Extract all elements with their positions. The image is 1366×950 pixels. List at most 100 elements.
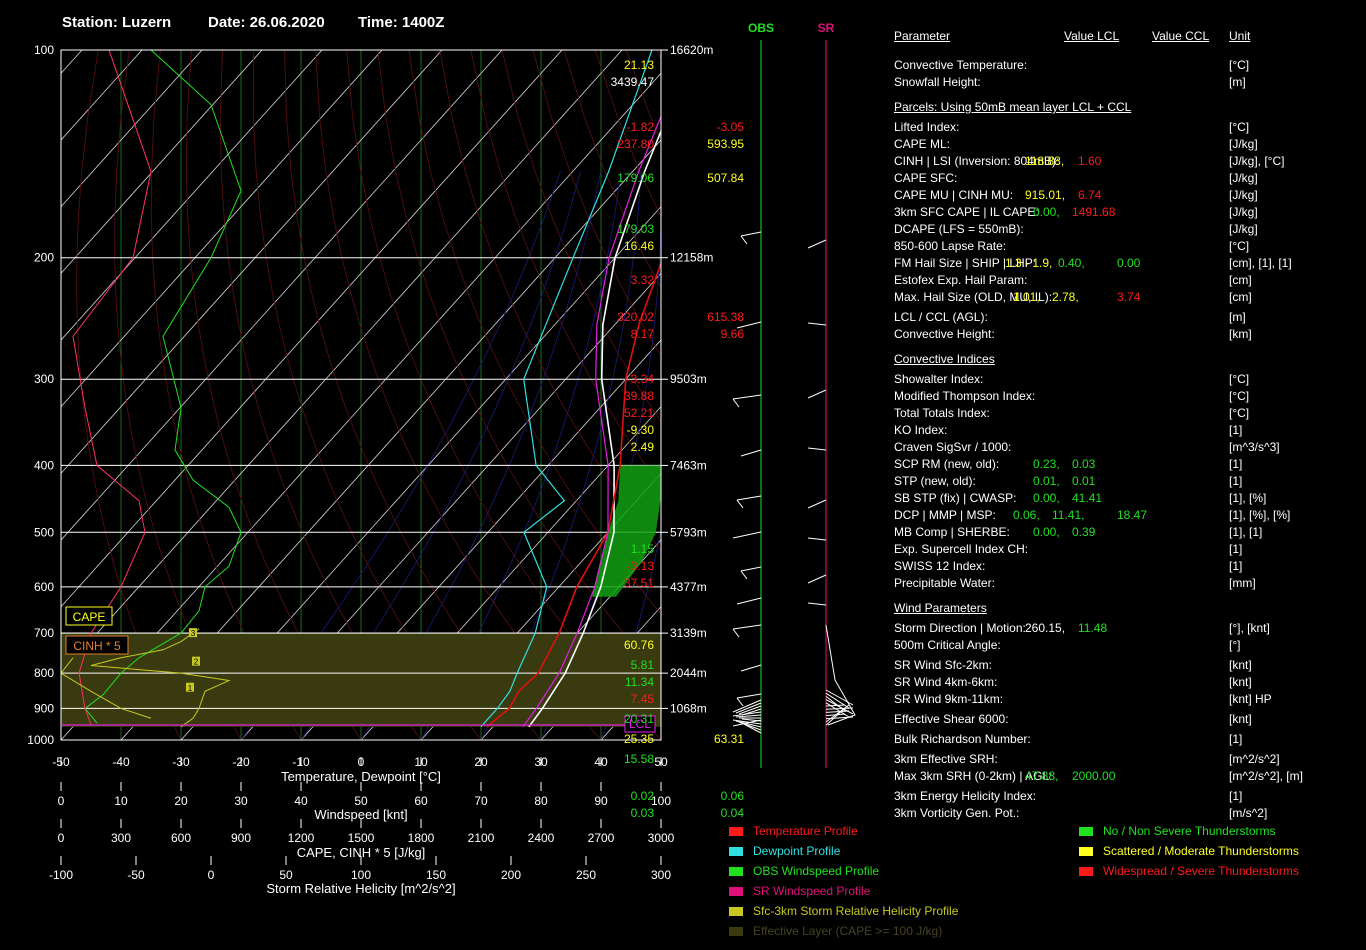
isotherm-line: [61, 50, 503, 541]
row-value-lcl: 39.88: [623, 389, 654, 403]
row-value-lcl: 21.13: [623, 58, 654, 72]
row-label: Showalter Index:: [894, 372, 984, 386]
x-axis-tick-label: 30: [234, 794, 248, 808]
row-value-lcl: 3.32: [630, 273, 654, 287]
pressure-tick-label: 900: [34, 701, 54, 715]
obs-wind-barb: [736, 597, 762, 605]
severity-legend-item: No / Non Severe Thunderstorms: [1079, 824, 1276, 838]
legend-swatch: [1079, 867, 1093, 877]
pressure-tick-label: 400: [34, 458, 54, 472]
sr-wind-barb: [807, 602, 827, 606]
sr-wind-barb: [807, 389, 827, 399]
row-unit: [knt]: [1229, 712, 1252, 726]
pressure-tick-label: 600: [34, 580, 54, 594]
row-label: CAPE MU | CINH MU:: [894, 188, 1014, 202]
cape-box: [65, 606, 113, 626]
row-label: Max. Hail Size (OLD, MU, IL):: [894, 290, 1053, 304]
row-label: Convective Temperature:: [894, 58, 1028, 72]
row-unit: [J/kg]: [1229, 171, 1258, 185]
obs-lowlevel-barb: [741, 722, 762, 734]
row-unit: [1], [1]: [1229, 525, 1263, 539]
isotherm-line: [61, 50, 203, 208]
row-unit: [1]: [1229, 789, 1243, 803]
row-label: 3km Energy Helicity Index:: [894, 789, 1037, 803]
row-unit: [m^2/s^2], [m]: [1229, 769, 1303, 783]
row-value-lcl: 52.21: [623, 406, 654, 420]
obs-wind-barb-flag: [740, 235, 748, 245]
srh-km-marker-label: 2: [194, 658, 199, 667]
row-label: KO Index:: [894, 423, 948, 437]
row-label: MB Comp | SHERBE:: [894, 525, 1010, 539]
pressure-tick-label: 800: [34, 666, 54, 680]
isotherm-line: [61, 50, 443, 474]
row-unit: [J/kg]: [1229, 137, 1258, 151]
row-label: STP (new, old):: [894, 474, 976, 488]
row-value-lcl: 0.00,: [1033, 525, 1060, 539]
row-label: LCL / CCL (AGL):: [894, 310, 988, 324]
row-label: Estofex Exp. Hail Param:: [894, 273, 1028, 287]
row-value-lcl: 0.00,: [1033, 205, 1060, 219]
row-value-lcl: 118.88,: [1025, 154, 1065, 168]
row-label: SR Wind 9km-11km:: [894, 692, 1004, 706]
x-axis-tick-label: 900: [231, 831, 251, 845]
sr-wind-barb: [807, 574, 827, 584]
x-axis-tick-label: 60: [414, 794, 428, 808]
height-tick-label: 4377m: [670, 580, 707, 594]
dewpoint-profile: [480, 50, 653, 728]
row-unit: [km]: [1229, 327, 1252, 341]
x-axis-tick-label: 1500: [348, 831, 375, 845]
x-axis-tick-label: 70: [474, 794, 488, 808]
row-value-lcl: 260.15,: [1025, 621, 1066, 635]
row-value-lcl: -1.82: [626, 120, 654, 134]
x-axis-tick-label: -50: [52, 755, 70, 769]
row-value-lcl: -3.34: [626, 372, 654, 386]
row-unit: [knt]: [1229, 675, 1252, 689]
row-unit: [1], [%]: [1229, 491, 1267, 505]
profile-legend-item: OBS Windspeed Profile: [729, 864, 879, 878]
row-value-lcl: 237.80: [617, 137, 654, 151]
row-label: 850-600 Lapse Rate:: [894, 239, 1007, 253]
obs-wind-barb: [732, 531, 762, 539]
row-unit: [cm], [1], [1]: [1229, 256, 1292, 270]
row-label: Modified Thompson Index:: [894, 389, 1036, 403]
sr-lowlevel-barb: [825, 692, 850, 709]
x-axis-tick-label: 2700: [588, 831, 615, 845]
row-label: Exp. Supercell Index CH:: [894, 542, 1029, 556]
row-label: Convective Indices: [894, 352, 995, 366]
srh-km-marker-label: 1: [188, 684, 193, 693]
legend-swatch: [729, 907, 743, 917]
isotherm-line: [360, 406, 661, 740]
x-axis-tick-label: 20: [474, 755, 488, 769]
x-axis-tick-label: 50: [279, 868, 293, 882]
row-unit: [m^2/s^2]: [1229, 752, 1280, 766]
row-unit: [mm]: [1229, 576, 1256, 590]
obs-wind-barb: [740, 231, 762, 237]
isotherm-line: [61, 50, 563, 608]
row-unit: [°C]: [1229, 372, 1250, 386]
row-value-lcl: 37.51: [623, 576, 654, 590]
row-label: DCP | MMP | MSP:: [894, 508, 996, 522]
legend-label: OBS Windspeed Profile: [753, 864, 880, 878]
row-value-lcl: 0.02: [630, 789, 654, 803]
x-axis-tick-label: -10: [292, 755, 310, 769]
row-label: SR Wind 4km-6km:: [894, 675, 998, 689]
legend-label: Scattered / Moderate Thunderstorms: [1103, 844, 1299, 858]
x-axis-tick-label: 0: [58, 794, 65, 808]
row-label: Craven SigSvr / 1000:: [894, 440, 1012, 454]
row-label: Snowfall Height:: [894, 75, 981, 89]
sr-hodo-trace: [825, 624, 856, 726]
row-value-lcl2: 0.39: [1072, 525, 1096, 539]
pressure-tick-label: 1000: [27, 733, 54, 747]
row-label: Precipitable Water:: [894, 576, 995, 590]
legend-label: Widespread / Severe Thunderstorms: [1103, 864, 1299, 878]
station-label: Station: Luzern: [62, 14, 172, 31]
x-axis-tick-label: 250: [576, 868, 596, 882]
height-tick-label: 3139m: [670, 626, 707, 640]
obs-windspeed-line: [84, 50, 242, 724]
x-axis-tick-label: 0: [58, 831, 65, 845]
row-value-lcl2: 0.03: [1072, 457, 1096, 471]
legend-swatch: [729, 847, 743, 857]
obs-lowlevel-barb: [732, 719, 762, 725]
x-axis-tick-label: 0: [358, 755, 365, 769]
row-unit: [°C]: [1229, 406, 1250, 420]
